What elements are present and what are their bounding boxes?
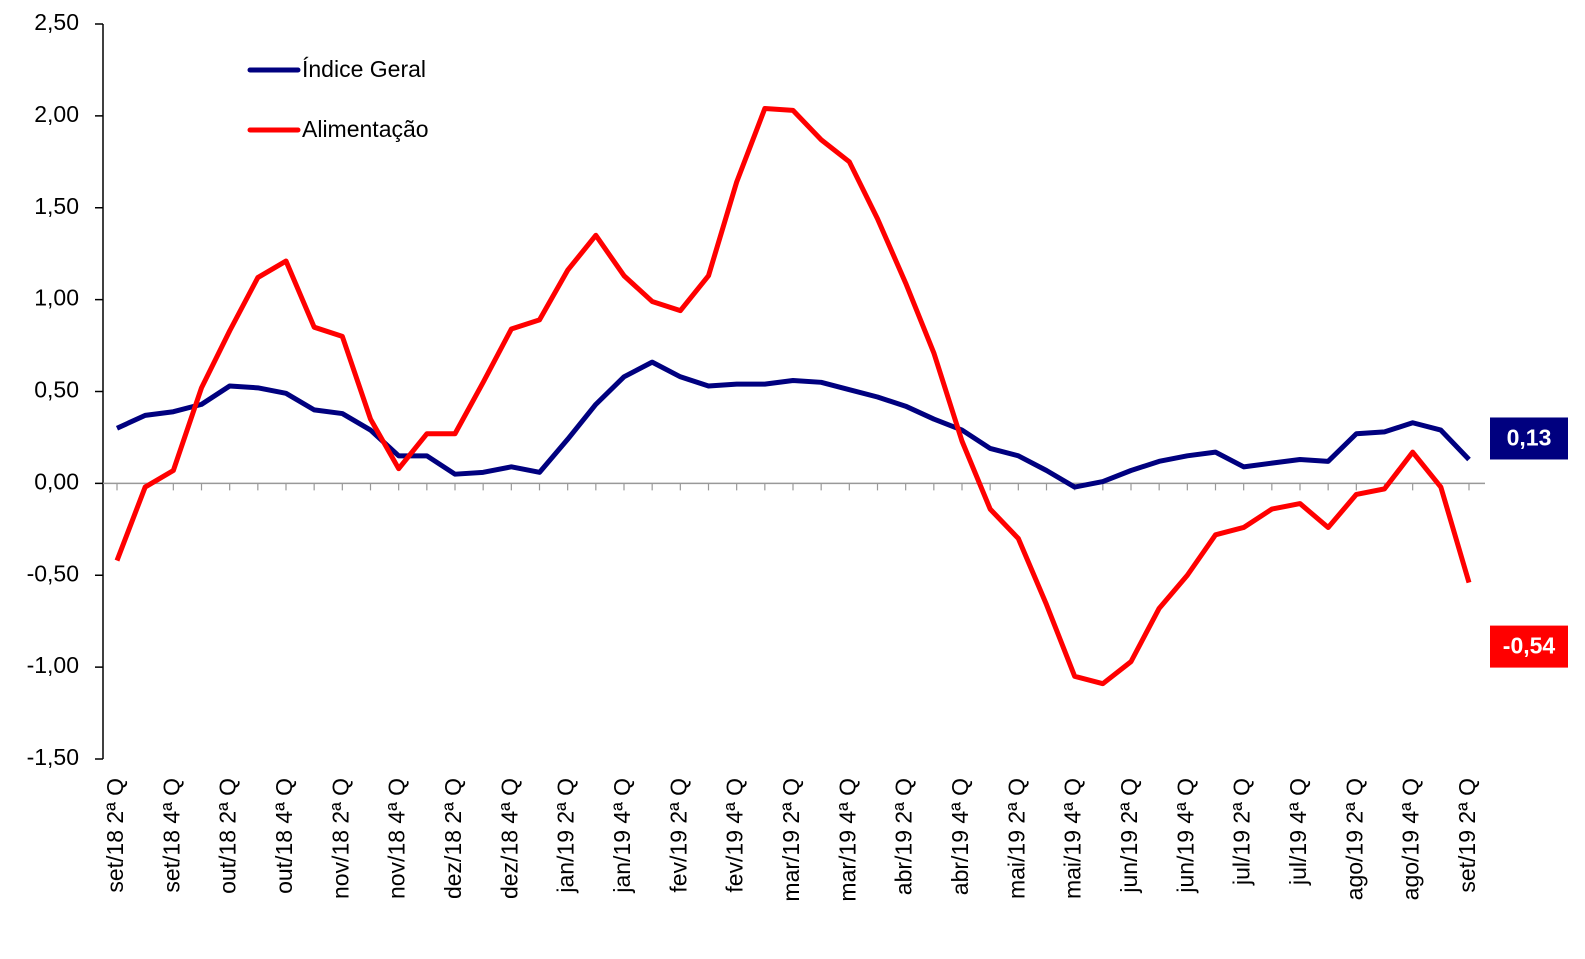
data-line bbox=[115, 359, 1471, 490]
x-tick-label: jul/19 2ª Q bbox=[1229, 778, 1255, 886]
x-tick-label: set/19 2ª Q bbox=[1454, 778, 1480, 893]
x-tick-label: mai/19 2ª Q bbox=[1003, 778, 1029, 899]
y-tick-label: 2,00 bbox=[34, 101, 79, 127]
x-tick-label: jan/19 4ª Q bbox=[609, 778, 635, 894]
x-tick-label: jun/19 2ª Q bbox=[1116, 778, 1142, 894]
legend-label: Alimentação bbox=[302, 116, 429, 142]
x-tick-label: ago/19 2ª Q bbox=[1341, 778, 1367, 900]
x-tick-label: fev/19 4ª Q bbox=[722, 778, 748, 893]
legend-label: Índice Geral bbox=[302, 56, 426, 82]
y-tick-label: 2,50 bbox=[34, 9, 79, 35]
x-tick-label: jun/19 4ª Q bbox=[1172, 778, 1198, 894]
y-tick-label: -1,00 bbox=[27, 652, 79, 678]
y-tick-label: -0,50 bbox=[27, 560, 79, 586]
y-tick-label: 0,00 bbox=[34, 468, 79, 494]
x-tick-label: jan/19 2ª Q bbox=[553, 778, 579, 894]
x-tick-label: abr/19 2ª Q bbox=[891, 778, 917, 895]
end-label: -0,54 bbox=[1503, 633, 1556, 659]
y-tick-label: 1,50 bbox=[34, 193, 79, 219]
x-tick-label: jul/19 4ª Q bbox=[1285, 778, 1311, 886]
end-label-box bbox=[1490, 625, 1568, 668]
x-tick-label: nov/18 2ª Q bbox=[327, 778, 353, 899]
x-tick-label: set/18 2ª Q bbox=[102, 778, 128, 893]
end-label-box bbox=[1490, 417, 1568, 460]
x-tick-label: abr/19 4ª Q bbox=[947, 778, 973, 895]
x-tick-label: mar/19 2ª Q bbox=[778, 778, 804, 902]
x-tick-label: dez/18 2ª Q bbox=[440, 778, 466, 899]
y-tick-label: 0,50 bbox=[34, 377, 79, 403]
x-tick-label: mar/19 4ª Q bbox=[834, 778, 860, 902]
x-tick-label: set/18 4ª Q bbox=[158, 778, 184, 893]
end-label: 0,13 bbox=[1507, 425, 1552, 451]
y-tick-label: -1,50 bbox=[27, 744, 79, 770]
x-tick-label: fev/19 2ª Q bbox=[665, 778, 691, 893]
x-tick-label: out/18 4ª Q bbox=[271, 778, 297, 894]
x-tick-label: dez/18 4ª Q bbox=[496, 778, 522, 899]
x-tick-label: mai/19 4ª Q bbox=[1060, 778, 1086, 899]
data-line bbox=[114, 106, 1472, 687]
x-tick-label: out/18 2ª Q bbox=[215, 778, 241, 894]
x-tick-label: ago/19 4ª Q bbox=[1398, 778, 1424, 900]
x-tick-label: nov/18 4ª Q bbox=[384, 778, 410, 899]
y-tick-label: 1,00 bbox=[34, 285, 79, 311]
